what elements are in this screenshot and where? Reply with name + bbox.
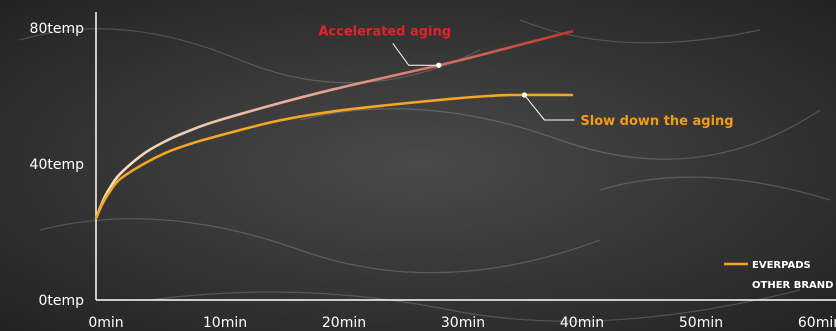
legend-label: OTHER BRAND xyxy=(752,280,833,291)
y-axis-ticks: 0temp 40temp 80temp xyxy=(30,21,85,309)
x-tick-label: 20min xyxy=(322,315,366,331)
x-tick-label: 40min xyxy=(560,315,604,331)
y-tick-label: 80temp xyxy=(30,21,85,37)
legend-item: EVERPADS xyxy=(724,260,811,271)
legend: EVERPADS OTHER BRAND xyxy=(724,260,833,291)
annotation-label: Slow down the aging xyxy=(580,114,733,129)
background-texture xyxy=(19,19,831,322)
series-lines xyxy=(94,30,574,220)
annotation-leader xyxy=(392,42,439,66)
annotations: Accelerated aging Slow down the aging xyxy=(318,24,733,129)
legend-item: OTHER BRAND xyxy=(724,280,833,291)
x-tick-label: 50min xyxy=(679,315,723,331)
axes xyxy=(95,12,836,301)
x-tick-label: 60min xyxy=(798,315,836,331)
series-line-other-brand xyxy=(94,30,574,220)
x-tick-label: 10min xyxy=(203,315,247,331)
annotation-leader xyxy=(524,94,575,121)
series-line-everpads xyxy=(94,93,574,220)
y-tick-label: 40temp xyxy=(30,157,85,173)
x-axis-ticks: 0min 10min 20min 30min 40min 50min 60min xyxy=(88,315,836,331)
y-tick-label: 0temp xyxy=(38,293,84,309)
x-tick-label: 0min xyxy=(88,315,123,331)
x-tick-label: 30min xyxy=(441,315,485,331)
legend-label: EVERPADS xyxy=(752,260,811,271)
annotation-label: Accelerated aging xyxy=(318,24,451,39)
